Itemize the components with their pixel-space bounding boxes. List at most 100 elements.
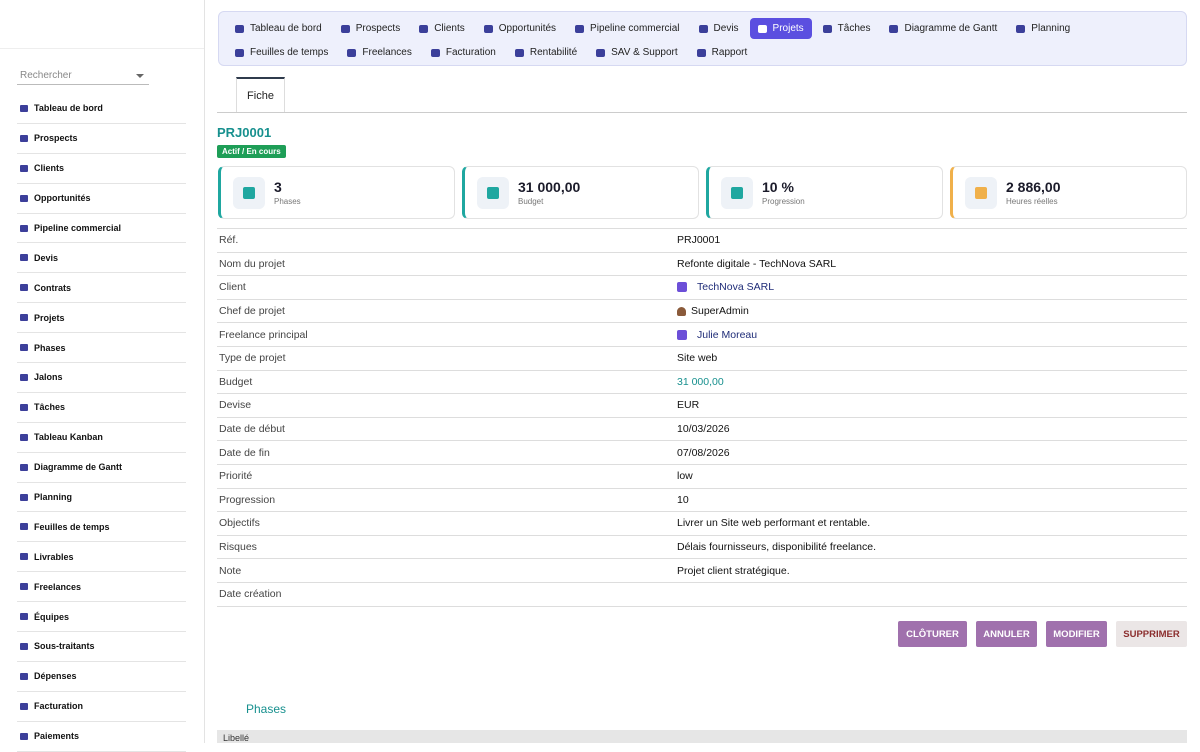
- sidebar-item[interactable]: Livrables: [17, 542, 186, 573]
- sidebar-item[interactable]: Pipeline commercial: [17, 214, 186, 244]
- nav-item[interactable]: Tâches: [815, 18, 879, 39]
- field-value: 10/03/2026: [677, 423, 730, 436]
- label: Paiements: [34, 731, 80, 742]
- label: Devis: [34, 252, 59, 263]
- nav-item[interactable]: Freelances: [339, 42, 419, 63]
- sidebar-item[interactable]: Sous-traitants: [17, 632, 186, 662]
- icon: [20, 284, 28, 292]
- glyph: [243, 187, 255, 199]
- sidebar-item[interactable]: Tableau Kanban: [17, 423, 186, 453]
- icon: [20, 134, 28, 142]
- field-label: Client: [219, 281, 246, 294]
- sidebar-item[interactable]: Devis: [17, 243, 186, 274]
- nav-item[interactable]: Devis: [691, 18, 747, 39]
- sidebar-item[interactable]: Équipes: [17, 602, 186, 633]
- icon: [20, 463, 28, 471]
- label: Phases: [34, 342, 66, 353]
- label: Opportunités: [34, 193, 91, 204]
- sidebar-item[interactable]: Clients: [17, 154, 186, 184]
- nav-item[interactable]: SAV & Support: [588, 42, 686, 63]
- icon: [20, 433, 28, 441]
- table-header: Libellé: [217, 730, 1187, 743]
- nav-item[interactable]: Feuilles de temps: [227, 42, 336, 63]
- sidebar-item[interactable]: Tâches: [17, 393, 186, 423]
- field-value: Refonte digitale - TechNova SARL: [677, 257, 837, 270]
- nav-item[interactable]: Clients: [411, 18, 473, 39]
- kpi-label: Budget: [518, 197, 544, 206]
- button[interactable]: CLÔTURER: [898, 621, 967, 647]
- field-label: Date de début: [219, 423, 285, 436]
- field-row: Budget 31 000,00: [217, 371, 1187, 395]
- nav-item[interactable]: Planning: [1008, 18, 1078, 39]
- nav-item[interactable]: Opportunités: [476, 18, 564, 39]
- icon: [20, 373, 28, 381]
- icon: [20, 583, 28, 591]
- sidebar-item[interactable]: Diagramme de Gantt: [17, 453, 186, 483]
- sidebar-item[interactable]: Paiements: [17, 722, 186, 752]
- kpi-label: Heures réelles: [1006, 197, 1058, 206]
- icon: [757, 24, 767, 33]
- field-label: Freelance principal: [219, 328, 308, 341]
- nav-item[interactable]: Rapport: [689, 42, 756, 63]
- kpi-card: 10 % Progression: [706, 166, 943, 219]
- icon: [20, 523, 28, 531]
- sidebar-item[interactable]: Facturation: [17, 692, 186, 722]
- field-label: Chef de projet: [219, 305, 285, 318]
- button[interactable]: SUPPRIMER: [1116, 621, 1187, 647]
- kpi-label: Phases: [274, 197, 301, 206]
- divider: [0, 48, 204, 49]
- field-row: Priorité low: [217, 465, 1187, 489]
- tab[interactable]: Fiche: [236, 77, 285, 113]
- button[interactable]: ANNULER: [976, 621, 1037, 647]
- sidebar-item[interactable]: Freelances: [17, 572, 186, 603]
- nav-item[interactable]: Pipeline commercial: [567, 18, 687, 39]
- sidebar-item[interactable]: Jalons: [17, 363, 186, 393]
- field-row: Devise EUR: [217, 394, 1187, 418]
- detail-table: Réf. PRJ0001 Nom du projet Refonte digitale…: [217, 228, 1187, 607]
- icon: [20, 314, 28, 322]
- field-value[interactable]: TechNova SARL: [677, 281, 774, 293]
- search-select[interactable]: Rechercher: [17, 67, 149, 85]
- label: Freelances: [34, 581, 82, 592]
- field-label: Objectifs: [219, 517, 260, 530]
- field-value: 10: [677, 493, 689, 506]
- label: Planning: [34, 492, 72, 503]
- label: Devis: [713, 23, 739, 34]
- icon: [20, 254, 28, 262]
- nav-item[interactable]: Prospects: [333, 18, 408, 39]
- label: Prospects: [34, 133, 78, 144]
- sidebar-item[interactable]: Tableau de bord: [17, 94, 186, 124]
- sidebar-item[interactable]: Contrats: [17, 273, 186, 304]
- glyph: [975, 187, 987, 199]
- sidebar-item[interactable]: Planning: [17, 483, 186, 513]
- label: Pipeline commercial: [590, 23, 680, 34]
- icon: [20, 702, 28, 710]
- field-value[interactable]: Julie Moreau: [677, 329, 757, 341]
- nav-item[interactable]: Facturation: [423, 42, 504, 63]
- icon: [575, 24, 585, 33]
- icon: [822, 24, 832, 33]
- field-row: Chef de projet SuperAdmin: [217, 300, 1187, 324]
- field-row: Date de début 10/03/2026: [217, 418, 1187, 442]
- field-value: 07/08/2026: [677, 446, 730, 459]
- nav-item[interactable]: Projets: [749, 18, 812, 39]
- field-value[interactable]: SuperAdmin: [677, 305, 749, 317]
- sidebar-item[interactable]: Opportunités: [17, 184, 186, 214]
- nav-item[interactable]: Rentabilité: [507, 42, 585, 63]
- button[interactable]: MODIFIER: [1046, 621, 1107, 647]
- kpi-card: 3 Phases: [218, 166, 455, 219]
- sidebar: Rechercher Tableau de bord Prospects Clien…: [0, 0, 205, 752]
- icon: [514, 48, 524, 57]
- label: Tableau de bord: [34, 103, 103, 114]
- sidebar-item[interactable]: Prospects: [17, 124, 186, 154]
- sidebar-item[interactable]: Dépenses: [17, 662, 186, 692]
- nav-item[interactable]: Diagramme de Gantt: [881, 18, 1005, 39]
- sidebar-item[interactable]: Phases: [17, 333, 186, 364]
- label: Projets: [34, 312, 65, 323]
- sidebar-item[interactable]: Feuilles de temps: [17, 512, 186, 543]
- sidebar-item[interactable]: Projets: [17, 303, 186, 334]
- nav-item[interactable]: Tableau de bord: [227, 18, 330, 39]
- label: Opportunités: [498, 23, 557, 34]
